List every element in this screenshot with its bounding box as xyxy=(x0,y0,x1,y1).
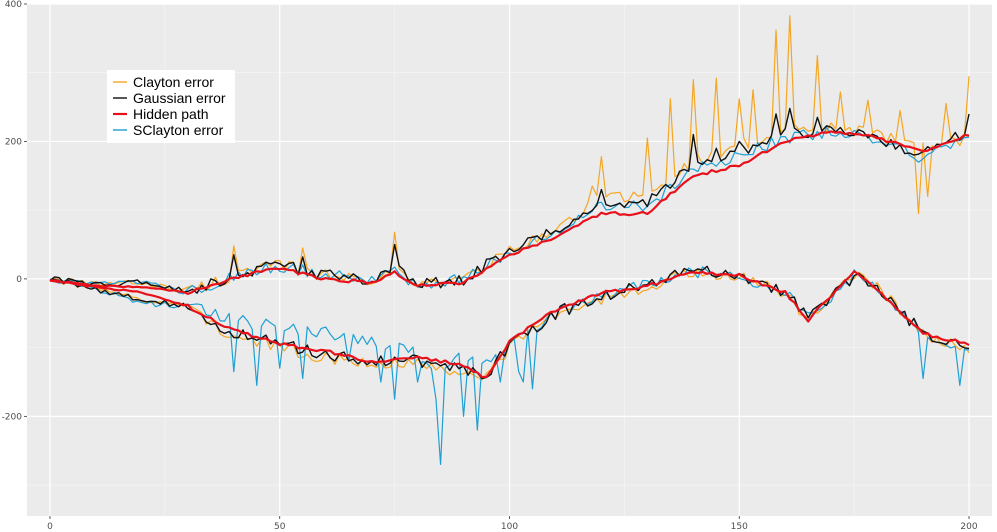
y-tick-label: 400 xyxy=(5,0,22,10)
series-line-gaussian-error xyxy=(49,107,970,294)
legend-label: Hidden path xyxy=(133,106,209,122)
x-tick-label: 150 xyxy=(731,522,748,532)
y-tick-label: 200 xyxy=(5,137,22,147)
series-line-clayton-error xyxy=(49,15,970,292)
x-tick-label: 50 xyxy=(274,522,286,532)
y-tick-label: 0 xyxy=(16,275,22,285)
x-tick-label: 100 xyxy=(501,522,518,532)
series-line-sclayton-error xyxy=(49,126,970,295)
legend-box xyxy=(107,70,235,143)
legend-label: Clayton error xyxy=(133,74,214,90)
series-lines xyxy=(49,15,970,466)
axes: 0 50 100 150 200 -200 0 200 400 xyxy=(2,0,978,532)
series-line-hidden-path xyxy=(49,130,970,295)
x-tick-label: 200 xyxy=(960,522,977,532)
x-tick-label: 0 xyxy=(47,522,53,532)
y-tick-label: -200 xyxy=(2,412,23,422)
legend-label: SClayton error xyxy=(133,122,224,138)
series-line-hidden-path xyxy=(49,270,970,379)
legend-label: Gaussian error xyxy=(133,90,226,106)
